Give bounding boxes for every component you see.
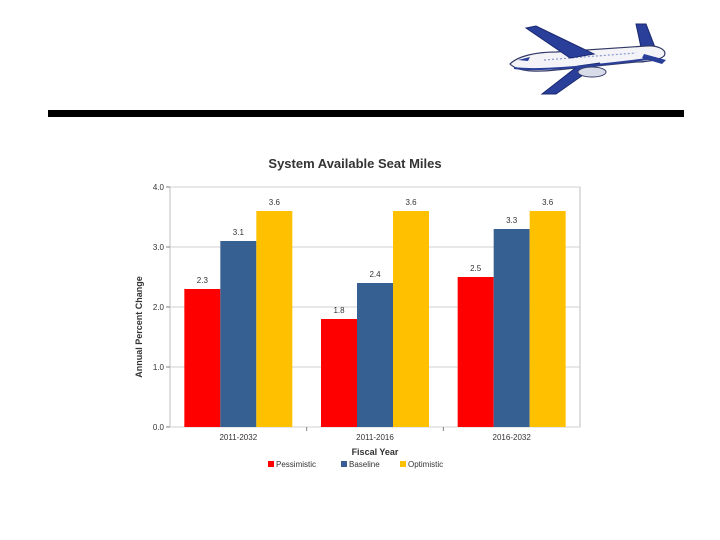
chart-title: System Available Seat Miles: [268, 156, 441, 171]
bar-optimistic-2011-2016: [393, 211, 429, 427]
x-axis-label: Fiscal Year: [352, 447, 399, 457]
legend-label: Optimistic: [408, 460, 443, 469]
data-label: 3.6: [405, 198, 417, 207]
data-label: 3.1: [233, 228, 245, 237]
legend-label: Baseline: [349, 460, 380, 469]
bar-optimistic-2016-2032: [529, 211, 566, 427]
x-tick-label: 2016-2032: [493, 433, 532, 442]
bar-pessimistic-2011-2032: [184, 289, 221, 427]
bar-optimistic-2011-2032: [256, 211, 293, 427]
bar-baseline-2011-2016: [357, 283, 393, 427]
data-label: 3.3: [506, 216, 518, 225]
data-label: 1.8: [333, 306, 345, 315]
x-tick-label: 2011-2032: [219, 433, 257, 442]
legend-swatch: [268, 461, 274, 467]
y-tick-label: 4.0: [153, 183, 165, 192]
seat-miles-chart: System Available Seat Miles 0.0 1.0 2.0 3.0…: [134, 156, 581, 469]
bar-baseline-2016-2032: [493, 229, 530, 427]
bar-pessimistic-2011-2016: [321, 319, 357, 427]
legend-swatch: [341, 461, 347, 467]
data-label: 2.5: [470, 264, 482, 273]
y-tick-label: 2.0: [153, 303, 165, 312]
airplane-icon: [509, 23, 666, 95]
y-tick-label: 1.0: [153, 363, 165, 372]
bar-pessimistic-2016-2032: [457, 277, 494, 427]
data-label: 2.4: [369, 270, 381, 279]
data-label: 3.6: [269, 198, 281, 207]
y-tick-label: 0.0: [153, 423, 165, 432]
legend-label: Pessimistic: [276, 460, 316, 469]
bar-baseline-2011-2032: [220, 241, 257, 427]
data-label: 3.6: [542, 198, 554, 207]
legend: Pessimistic Baseline Optimistic: [268, 460, 443, 469]
x-tick-label: 2011-2016: [356, 433, 394, 442]
y-tick-label: 3.0: [153, 243, 165, 252]
legend-swatch: [400, 461, 406, 467]
plot-area: 0.0 1.0 2.0 3.0 4.0 2.3 3.1 3.6 2011-2032 1.8 2.4 3…: [153, 183, 581, 442]
data-label: 2.3: [197, 276, 209, 285]
y-axis-label: Annual Percent Change: [134, 276, 144, 378]
horizontal-divider: [48, 110, 684, 117]
